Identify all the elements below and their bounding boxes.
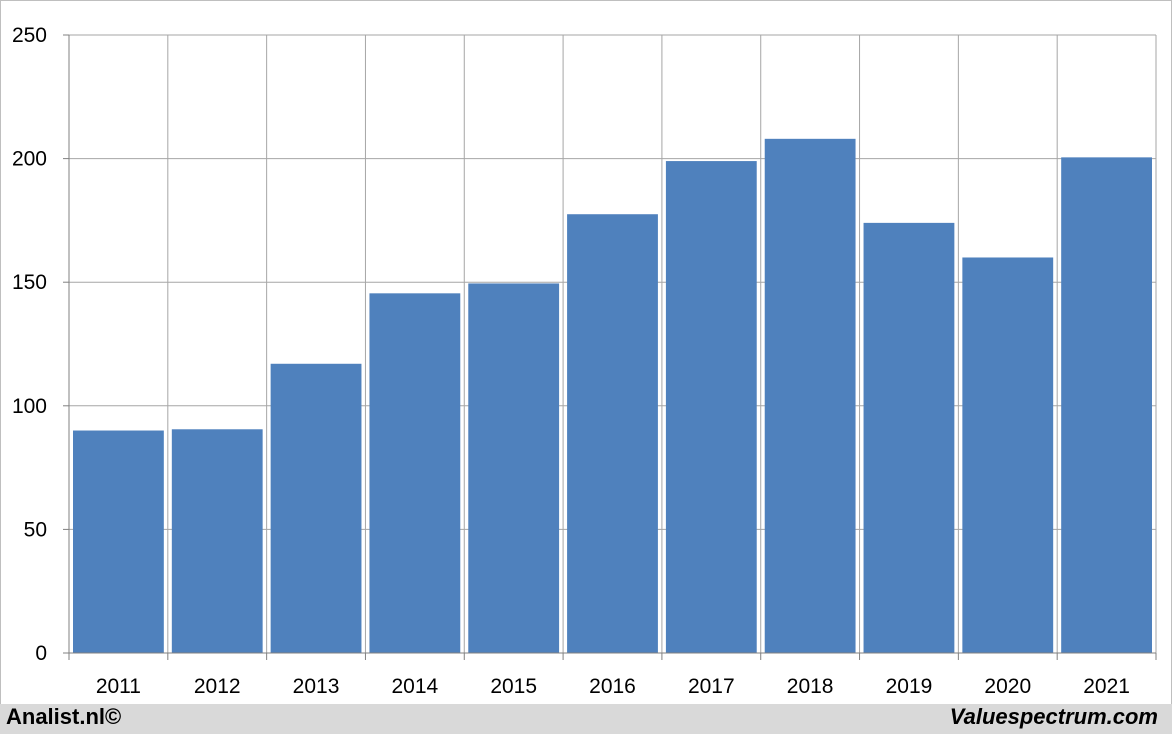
bar xyxy=(270,363,362,653)
y-tick-label: 100 xyxy=(12,395,47,418)
x-tick-label: 2012 xyxy=(194,675,241,698)
y-tick-label: 200 xyxy=(12,148,47,171)
bar xyxy=(863,222,955,653)
x-tick-label: 2016 xyxy=(589,675,636,698)
x-tick-label: 2020 xyxy=(984,675,1031,698)
x-tick-label: 2014 xyxy=(392,675,439,698)
x-tick-labels: 2011 2012 2013 2014 2015 2016 2017 2018 2019 2020… xyxy=(96,675,1130,698)
y-tick-label: 250 xyxy=(12,24,47,47)
bar xyxy=(962,257,1054,653)
axes xyxy=(63,34,1157,660)
x-tick-label: 2013 xyxy=(293,675,340,698)
x-tick-label: 2011 xyxy=(96,675,141,698)
chart-frame: 0 50 100 150 200 250 2011 2012 2013 2014 2015 2016… xyxy=(0,0,1172,705)
footer-site-credit: Valuespectrum.com xyxy=(949,704,1158,729)
y-tick-label: 0 xyxy=(35,642,47,665)
x-tick-label: 2017 xyxy=(688,675,735,698)
bar xyxy=(764,138,856,654)
bar xyxy=(171,429,263,653)
bar xyxy=(567,214,658,653)
bar xyxy=(468,283,560,653)
bar xyxy=(369,293,461,653)
x-tick-label: 2019 xyxy=(886,675,933,698)
y-tick-labels: 0 50 100 150 200 250 xyxy=(12,24,47,665)
y-tick-label: 50 xyxy=(24,518,47,541)
x-tick-label: 2018 xyxy=(787,675,834,698)
x-tick-label: 2021 xyxy=(1083,675,1130,698)
footer-bar: Analist.nl© Valuespectrum.com xyxy=(0,704,1172,734)
bars xyxy=(73,138,1152,654)
grid-lines xyxy=(69,34,1157,653)
x-tick-label: 2015 xyxy=(490,675,537,698)
bar xyxy=(1061,157,1152,653)
bar xyxy=(665,161,757,653)
bar-chart: 0 50 100 150 200 250 2011 2012 2013 2014 2015 2016… xyxy=(12,24,1157,698)
y-tick-label: 150 xyxy=(12,271,47,294)
footer-source-credit: Analist.nl© xyxy=(6,704,122,729)
bar xyxy=(73,430,164,653)
